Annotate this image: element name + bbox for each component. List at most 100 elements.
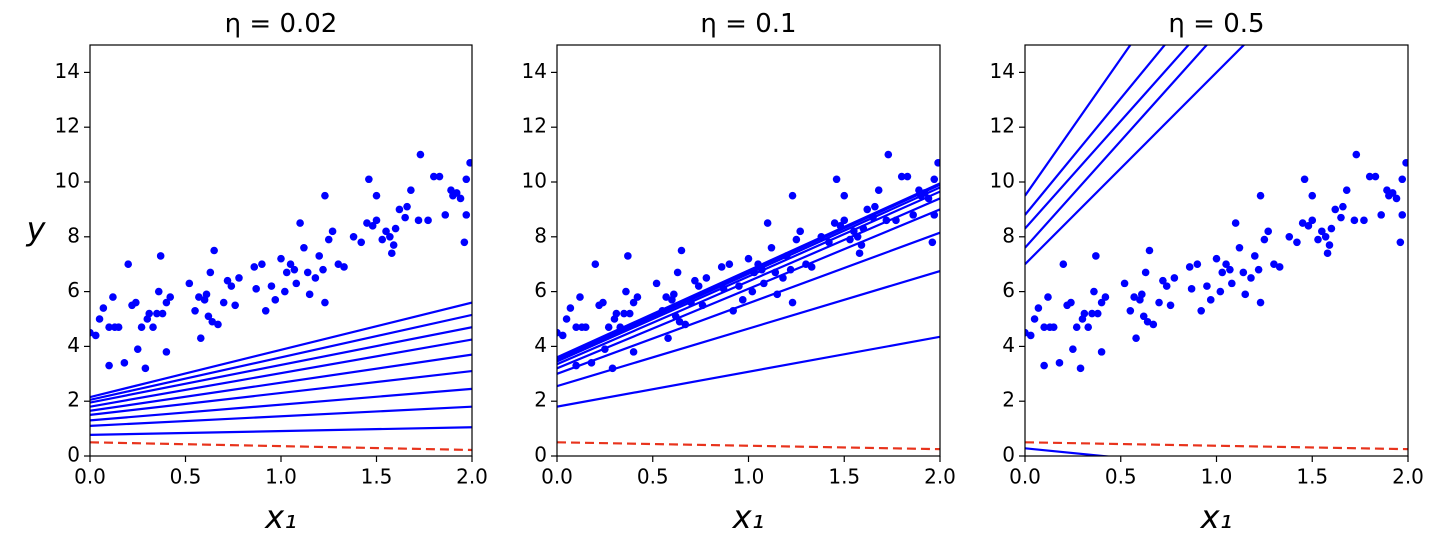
x-tick-label: 2.0	[456, 465, 488, 489]
y-tick-label: 0	[67, 443, 80, 467]
data-point	[452, 189, 461, 197]
data-point	[340, 263, 348, 271]
data-point	[1365, 172, 1374, 181]
data-point	[154, 287, 163, 296]
data-point	[1149, 320, 1158, 329]
chart-title: η = 0.5	[1168, 9, 1264, 39]
data-point	[132, 298, 140, 307]
data-point	[1371, 172, 1380, 181]
y-tick-label: 4	[67, 333, 80, 357]
data-point	[1235, 243, 1244, 252]
data-point	[334, 260, 343, 269]
data-point	[1275, 263, 1284, 271]
x-tick-label: 1.5	[1296, 465, 1328, 489]
data-point	[365, 175, 373, 184]
data-point	[897, 172, 906, 181]
data-point	[1270, 260, 1278, 269]
data-point	[1398, 211, 1407, 219]
y-tick-label: 6	[534, 278, 547, 302]
data-point	[1350, 216, 1359, 225]
data-point	[871, 202, 879, 211]
data-point	[1377, 211, 1385, 219]
points	[1025, 150, 1408, 373]
data-point	[1228, 279, 1236, 288]
data-point	[137, 323, 146, 332]
data-point	[652, 279, 661, 288]
y-tick-label: 10	[522, 169, 547, 193]
data-point	[462, 175, 471, 184]
data-point	[1239, 268, 1248, 277]
data-point	[1084, 323, 1092, 332]
x-axis-label: x₁	[1200, 498, 1233, 536]
data-point	[792, 235, 801, 244]
data-point	[1159, 276, 1167, 285]
x-tick-label: 0.0	[74, 465, 106, 489]
data-point	[1088, 309, 1096, 318]
data-point	[311, 274, 320, 282]
y-tick-label: 12	[522, 114, 547, 138]
data-point	[677, 246, 686, 255]
data-point	[195, 293, 203, 301]
data-point	[1314, 235, 1322, 244]
data-point	[206, 268, 215, 277]
data-point	[441, 211, 450, 219]
points	[90, 150, 472, 373]
fit-line	[557, 335, 940, 408]
data-point	[141, 364, 150, 373]
chart-title: η = 0.1	[700, 9, 796, 39]
data-point	[662, 293, 670, 301]
data-point	[1093, 309, 1102, 318]
data-point	[620, 309, 628, 318]
data-point	[1026, 331, 1035, 340]
fit-line	[1025, 45, 1167, 216]
fit-line	[90, 338, 472, 408]
data-point	[832, 175, 841, 184]
data-point	[319, 265, 327, 274]
data-point	[1337, 213, 1345, 222]
data-point	[105, 323, 113, 332]
x-axis-label: x₁	[264, 498, 297, 536]
data-point	[99, 304, 108, 312]
data-point	[1231, 219, 1240, 227]
y-tick-label: 8	[67, 223, 80, 247]
data-point	[462, 211, 471, 219]
fit-line	[557, 269, 940, 388]
fit-line	[90, 353, 472, 412]
x-tick-label: 0.5	[1105, 465, 1137, 489]
data-point	[1097, 298, 1106, 307]
data-point	[1360, 216, 1368, 225]
data-point	[231, 301, 239, 310]
data-point	[395, 205, 404, 214]
chart-title: η = 0.02	[225, 9, 338, 39]
data-point	[1145, 246, 1154, 255]
x-tick-label: 1.5	[361, 465, 393, 489]
data-point	[1398, 175, 1407, 184]
data-point	[315, 252, 324, 260]
data-point	[267, 282, 276, 290]
data-point	[145, 309, 154, 318]
data-point	[1342, 186, 1351, 195]
data-point	[624, 252, 632, 260]
y-tick-label: 8	[534, 223, 547, 247]
data-point	[1241, 290, 1250, 299]
data-point	[664, 334, 672, 342]
y-tick-label: 14	[55, 59, 80, 83]
data-point	[219, 298, 228, 307]
data-point	[1197, 306, 1205, 315]
data-point	[796, 227, 805, 236]
x-tick-label: 0.0	[541, 465, 573, 489]
data-point	[191, 306, 199, 315]
data-point	[599, 298, 607, 307]
data-point	[95, 315, 104, 323]
fit-line	[90, 405, 472, 427]
x-axis-label: x₁	[732, 498, 765, 536]
data-point	[1293, 238, 1301, 247]
data-point	[748, 287, 757, 296]
y-tick-label: 2	[67, 388, 80, 412]
y-tick-label: 12	[990, 114, 1015, 138]
data-point	[460, 238, 469, 247]
data-point	[282, 268, 291, 277]
data-point	[156, 252, 165, 260]
data-point	[208, 317, 217, 326]
y-tick-label: 14	[522, 59, 547, 83]
